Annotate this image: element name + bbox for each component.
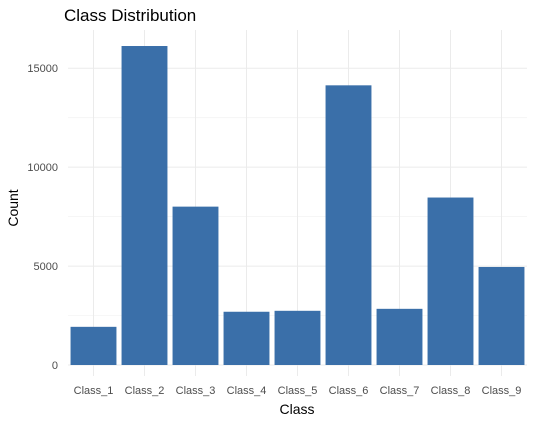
- y-tick-label: 15000: [27, 63, 58, 75]
- x-tick-label: Class_2: [125, 385, 165, 397]
- bar-class-9: [478, 266, 525, 365]
- x-tick-label: Class_3: [176, 385, 216, 397]
- x-tick-label: Class_9: [482, 385, 522, 397]
- chart-title: Class Distribution: [64, 6, 196, 25]
- bar-class-5: [274, 310, 321, 365]
- bar-class-1: [70, 326, 117, 365]
- bar-class-2: [121, 46, 168, 366]
- x-tick-label: Class_8: [431, 385, 471, 397]
- x-axis-ticks: Class_1 Class_2 Class_3 Class_4 Class_5 Class…: [74, 385, 522, 397]
- x-tick-label: Class_4: [227, 385, 267, 397]
- y-tick-label: 0: [52, 360, 58, 372]
- bar-class-8: [427, 197, 474, 365]
- bar-class-3: [172, 206, 219, 365]
- bar-class-6: [325, 85, 372, 365]
- bar-class-4: [223, 311, 270, 365]
- y-tick-label: 5000: [34, 261, 58, 273]
- bar-class-7: [376, 308, 423, 365]
- y-axis-title: Count: [5, 189, 21, 226]
- x-tick-label: Class_6: [329, 385, 369, 397]
- x-tick-label: Class_7: [380, 385, 420, 397]
- x-tick-label: Class_5: [278, 385, 318, 397]
- x-tick-label: Class_1: [74, 385, 114, 397]
- x-axis-title: Class: [279, 401, 314, 417]
- bars: [70, 46, 525, 366]
- y-axis-ticks: 0 5000 10000 15000: [27, 63, 58, 372]
- y-tick-label: 10000: [27, 162, 58, 174]
